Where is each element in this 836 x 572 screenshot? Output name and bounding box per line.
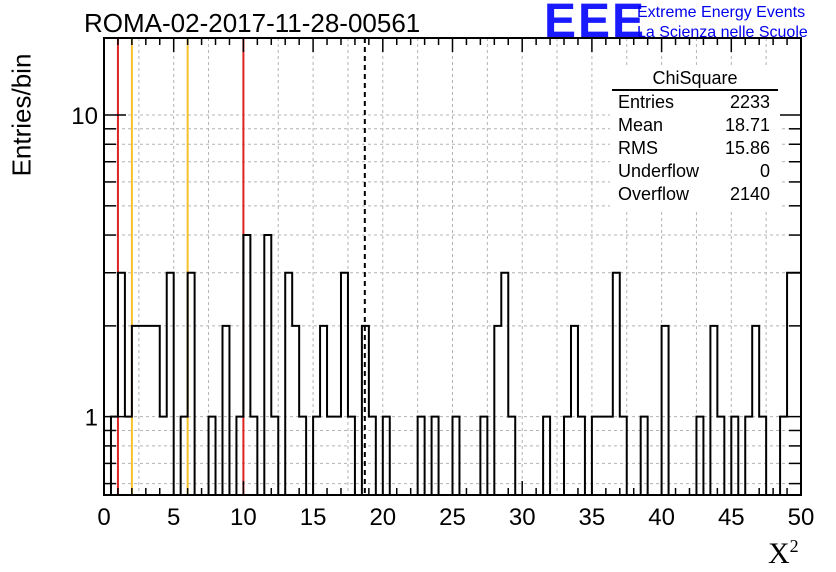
chart-title: ROMA-02-2017-11-28-00561: [84, 8, 421, 38]
x-tick-label: 25: [439, 504, 466, 531]
x-tick-label: 15: [300, 504, 327, 531]
logo-mark: EEE: [544, 0, 647, 48]
x-tick-label: 5: [167, 504, 180, 531]
plot-frame: [103, 37, 802, 496]
stats-separator: [612, 89, 778, 91]
stats-row-mean: Mean 18.71: [618, 115, 770, 135]
x-tick-label: 10: [230, 504, 257, 531]
x-axis-label: X2: [768, 536, 799, 570]
eee-logo: EEE Extreme Energy Events La Scienza nel…: [544, 0, 834, 48]
x-tick-label: 0: [97, 504, 110, 531]
histogram-outline: [109, 234, 801, 495]
logo-line-1: Extreme Energy Events: [637, 4, 806, 21]
x-tick-label: 45: [718, 504, 745, 531]
stats-row-entries: Entries 2233: [618, 92, 770, 112]
marker-lines: [116, 38, 366, 495]
x-tick-label: 50: [788, 504, 815, 531]
stats-row-rms: RMS 15.86: [618, 138, 770, 158]
x-tick-label: 40: [648, 504, 675, 531]
logo-line-2: La Scienza nelle Scuole: [637, 24, 808, 41]
y-axis-label-box: Entries/bin: [2, 40, 42, 190]
tick-labels: 0 5 10 15 20 25 30 35 40 45 50 1 10: [71, 103, 814, 531]
y-tick-label: 10: [71, 103, 98, 130]
x-tick-label: 20: [369, 504, 396, 531]
y-axis-label: Entries/bin: [6, 53, 37, 177]
y-tick-label: 1: [85, 405, 98, 432]
x-tick-label: 35: [579, 504, 606, 531]
stats-row-underflow: Underflow 0: [618, 161, 770, 181]
x-tick-label: 30: [509, 504, 536, 531]
stats-box: ChiSquare Entries 2233 Mean 18.71 RMS 15.86…: [610, 66, 780, 210]
stats-row-overflow: Overflow 2140: [618, 184, 770, 204]
stats-title: ChiSquare: [652, 68, 738, 88]
axis-ticks: [103, 38, 802, 495]
